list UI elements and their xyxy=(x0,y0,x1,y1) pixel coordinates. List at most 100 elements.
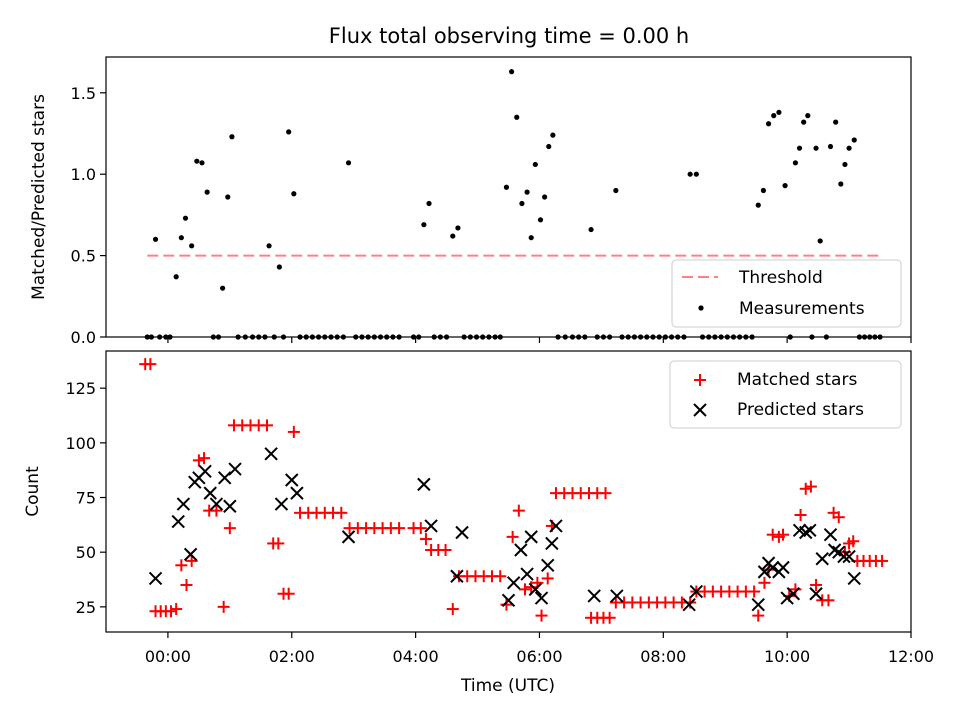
measurement-point xyxy=(204,189,210,195)
bottom-legend-box xyxy=(669,360,902,429)
predicted-star-point xyxy=(587,589,601,603)
matched-star-point xyxy=(192,454,205,467)
measurement-point xyxy=(256,334,262,340)
measurement-point xyxy=(497,334,503,340)
measurement-point xyxy=(178,235,184,241)
threshold-legend-label: Threshold xyxy=(738,268,823,288)
measurement-point xyxy=(189,243,195,249)
measurement-point xyxy=(792,160,799,166)
matched-star-point xyxy=(175,559,188,572)
measurement-point xyxy=(390,334,396,340)
predicted-star-point xyxy=(549,519,563,533)
bottom-y-ticks: 25 50 75 100 125 xyxy=(65,379,106,617)
measurement-point xyxy=(242,334,248,340)
predicted-star-point xyxy=(823,527,838,542)
measurement-point xyxy=(771,113,777,119)
measurement-point xyxy=(867,334,873,340)
predicted-legend-icon xyxy=(693,403,707,417)
predicted-star-point xyxy=(534,591,549,605)
matched-star-point xyxy=(799,482,812,495)
matched-star-point xyxy=(777,528,790,541)
measurement-point xyxy=(760,187,767,194)
measurement-point xyxy=(492,334,498,340)
measurement-point xyxy=(613,187,619,194)
measurement-point xyxy=(600,334,607,340)
measurement-point xyxy=(455,225,461,231)
matched-star-point xyxy=(804,480,817,493)
predicted-star-point xyxy=(176,497,191,511)
matched-star-point xyxy=(847,535,860,548)
predicted-star-point xyxy=(506,576,521,590)
measurement-point xyxy=(377,334,384,340)
measurement-point xyxy=(229,134,235,140)
measurement-point xyxy=(199,160,205,166)
measurement-point xyxy=(749,334,755,340)
top-y-axis-label: Matched/Predicted stars xyxy=(29,94,49,300)
measurement-point xyxy=(582,334,588,340)
matched-star-point xyxy=(519,583,532,596)
predicted-star-point xyxy=(528,582,543,597)
predicted-star-point xyxy=(545,536,559,551)
matched-star-point xyxy=(185,554,198,567)
top-panel: 0.0 0.5 1.0 1.5 Matched/Predicted stars Thr… xyxy=(29,56,912,347)
measurement-point xyxy=(328,334,334,340)
measurement-point xyxy=(842,161,848,168)
measurement-point xyxy=(594,334,600,340)
measurement-point xyxy=(173,274,179,280)
measurement-point xyxy=(215,334,222,340)
measurement-point xyxy=(706,334,712,340)
measurement-point xyxy=(765,121,772,127)
predicted-star-point xyxy=(417,477,431,492)
measurement-point xyxy=(856,334,862,340)
matched-star-point xyxy=(766,528,779,541)
measurement-point xyxy=(194,158,200,164)
measurement-point xyxy=(396,334,402,340)
measurement-point xyxy=(291,191,297,197)
predicted-star-point xyxy=(524,530,538,544)
matched-star-point xyxy=(794,509,807,522)
measurement-point xyxy=(550,132,556,138)
measurement-point xyxy=(588,226,594,233)
predicted-star-point xyxy=(203,486,217,500)
predicted-star-point xyxy=(776,560,790,575)
matched-star-point xyxy=(414,522,427,535)
measurement-point xyxy=(359,334,365,340)
top-axes-frame xyxy=(105,56,912,338)
measurement-point xyxy=(353,334,359,340)
y-tick-label: 0.5 xyxy=(71,247,96,266)
matched-star-point xyxy=(512,504,525,517)
matched-star-point xyxy=(165,605,178,618)
measurement-point xyxy=(316,334,322,340)
y-tick-label: 25 xyxy=(76,598,96,617)
measurement-point xyxy=(514,114,520,120)
matched-star-point xyxy=(876,554,889,567)
measurement-point xyxy=(877,334,883,340)
measurement-point xyxy=(182,215,189,221)
measurement-point xyxy=(508,69,515,75)
measurement-point xyxy=(662,334,668,340)
top-x-ticks xyxy=(167,337,912,343)
measurement-point xyxy=(486,334,492,340)
measurement-point xyxy=(437,334,443,340)
top-legend: Threshold Measurements xyxy=(671,259,902,328)
matched-star-point xyxy=(603,611,616,624)
predicted-legend-label: Predicted stars xyxy=(737,400,864,420)
measurement-point xyxy=(163,334,169,340)
measurement-point xyxy=(220,285,226,291)
bottom-y-axis-label: Count xyxy=(23,466,43,517)
measurement-point xyxy=(334,334,340,340)
matched-star-point xyxy=(210,504,223,517)
matched-star-point xyxy=(198,452,211,465)
predicted-star-point xyxy=(198,464,212,478)
x-tick-label: 06:00 xyxy=(516,647,562,666)
measurement-point xyxy=(846,145,852,151)
measurement-point xyxy=(569,334,576,340)
measurement-point xyxy=(776,109,782,115)
measurement-point xyxy=(528,235,534,241)
predicted-star-point xyxy=(803,523,817,538)
x-tick-label: 08:00 xyxy=(640,647,686,666)
predicted-star-point xyxy=(757,565,772,579)
measurement-point xyxy=(644,334,650,340)
